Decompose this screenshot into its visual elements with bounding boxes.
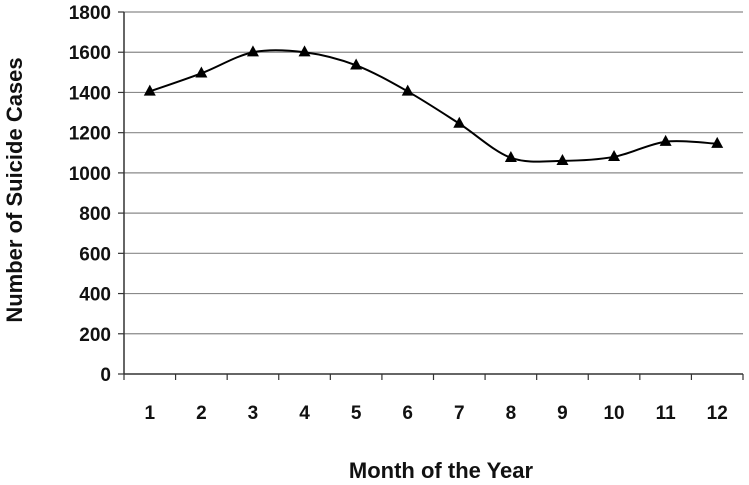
data-point-triangle <box>556 154 569 166</box>
x-tick-label: 10 <box>603 403 624 424</box>
x-tick-label: 6 <box>402 403 413 424</box>
data-point-triangle <box>195 66 208 78</box>
x-tick-label: 1 <box>145 403 156 424</box>
data-point-triangle <box>659 134 672 146</box>
x-tick-label: 8 <box>506 403 517 424</box>
y-tick-label: 600 <box>79 244 111 265</box>
y-tick-label: 1000 <box>69 164 111 185</box>
y-tick-label: 1600 <box>69 43 111 64</box>
data-point-triangle <box>453 116 466 128</box>
x-tick-label: 2 <box>196 403 207 424</box>
x-tick-label: 12 <box>707 403 728 424</box>
x-tick-label: 7 <box>454 403 465 424</box>
gridlines <box>124 11 743 335</box>
data-point-triangle <box>350 58 363 70</box>
series-line <box>149 49 718 163</box>
series-group <box>143 45 724 166</box>
y-tick-labels: 0 200 400 600 800 1000 1200 1400 1600 1800 <box>69 3 111 386</box>
y-tick-label: 800 <box>79 204 111 225</box>
x-tick-label: 9 <box>557 403 568 424</box>
x-axis-title: Month of the Year <box>349 458 534 483</box>
data-point-triangle <box>246 45 259 57</box>
x-tick-labels: 1 2 3 4 5 6 7 8 9 10 11 12 <box>145 403 728 424</box>
data-point-triangle <box>711 136 724 148</box>
data-point-triangle <box>608 149 621 161</box>
y-tick-label: 1800 <box>69 3 111 24</box>
y-axis-title: Number of Suicide Cases <box>2 57 27 322</box>
y-tick-label: 1200 <box>69 124 111 145</box>
axes <box>118 11 744 380</box>
x-tick-label: 5 <box>351 403 362 424</box>
x-tick-label: 3 <box>248 403 259 424</box>
data-point-triangle <box>298 45 311 57</box>
x-tick-label: 11 <box>656 403 677 424</box>
y-tick-label: 400 <box>79 285 111 306</box>
x-tick-label: 4 <box>299 403 310 424</box>
data-point-triangle <box>401 84 414 96</box>
y-tick-label: 0 <box>100 365 111 386</box>
y-tick-label: 1400 <box>69 83 111 104</box>
y-tick-label: 200 <box>79 325 111 346</box>
data-point-triangle <box>143 84 156 96</box>
data-point-triangle <box>504 150 517 162</box>
